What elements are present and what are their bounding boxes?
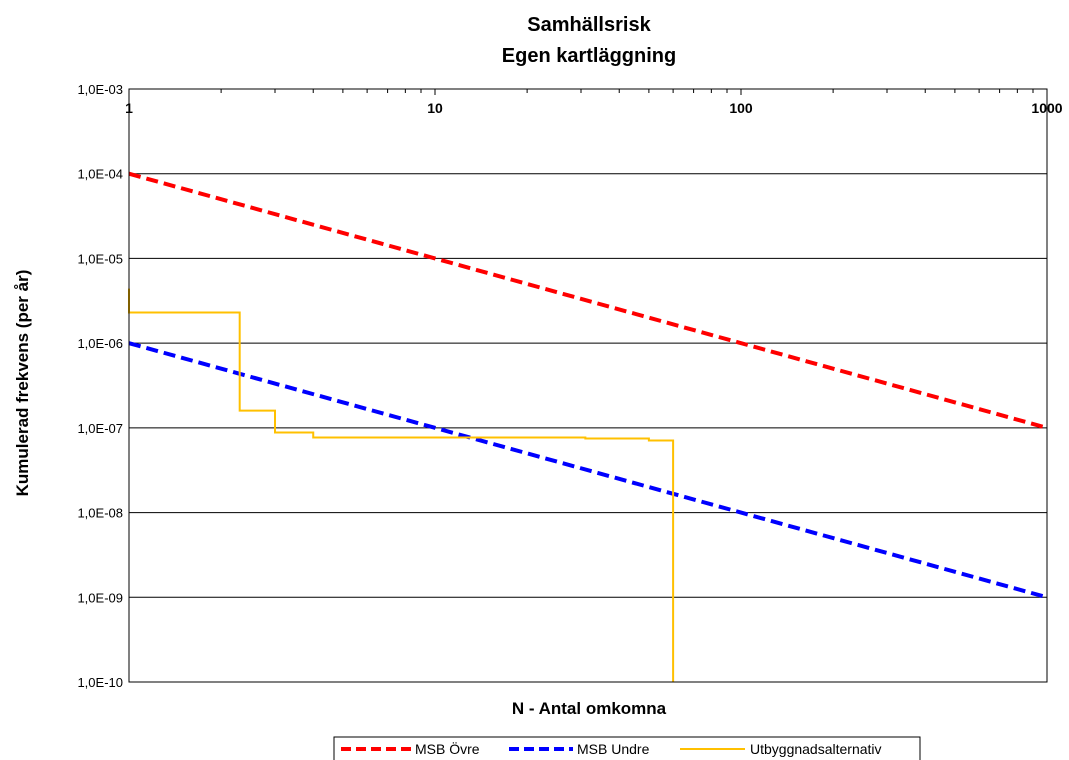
series-line-0 xyxy=(128,171,1048,430)
gridlines xyxy=(129,88,1047,683)
chart-title: Samhällsrisk Egen kartläggning xyxy=(502,14,676,67)
minor-ticks xyxy=(128,89,1048,95)
y-tick-label-2: 1,0E-05 xyxy=(77,251,123,266)
plot-area-border xyxy=(128,88,1048,683)
series-lines xyxy=(128,171,1048,682)
legend: MSB Övre MSB Undre Utbyggnadsalternativ xyxy=(333,736,921,760)
chart-title-line-1: Samhällsrisk xyxy=(527,14,651,36)
x-axis-label: N - Antal omkomna xyxy=(512,699,667,718)
x-tick-label-3: 1000 xyxy=(1031,100,1062,116)
y-tick-label-6: 1,0E-09 xyxy=(77,590,123,605)
chart-title-line-2: Egen kartläggning xyxy=(502,45,676,67)
y-tick-label-1: 1,0E-04 xyxy=(77,167,123,182)
legend-label-1: MSB Undre xyxy=(577,741,650,757)
y-tick-labels: 1,0E-03 1,0E-04 1,0E-05 1,0E-06 1,0E-07 1,0E-… xyxy=(77,82,123,690)
legend-label-0: MSB Övre xyxy=(415,740,480,757)
y-tick-label-0: 1,0E-03 xyxy=(77,82,123,97)
x-tick-labels: 1 10 100 1000 xyxy=(125,100,1063,116)
y-tick-label-3: 1,0E-06 xyxy=(77,336,123,351)
series-line-1 xyxy=(128,341,1048,600)
y-tick-label-7: 1,0E-10 xyxy=(77,675,123,690)
x-tick-label-2: 100 xyxy=(729,100,753,116)
legend-box xyxy=(333,736,921,760)
legend-label-2: Utbyggnadsalternativ xyxy=(750,741,882,757)
y-tick-label-4: 1,0E-07 xyxy=(77,421,123,436)
y-axis-label: Kumulerad frekvens (per år) xyxy=(13,270,32,497)
x-tick-label-0: 1 xyxy=(125,100,133,116)
x-tick-label-1: 10 xyxy=(427,100,443,116)
series-line-2 xyxy=(128,288,675,682)
y-tick-label-5: 1,0E-08 xyxy=(77,506,123,521)
